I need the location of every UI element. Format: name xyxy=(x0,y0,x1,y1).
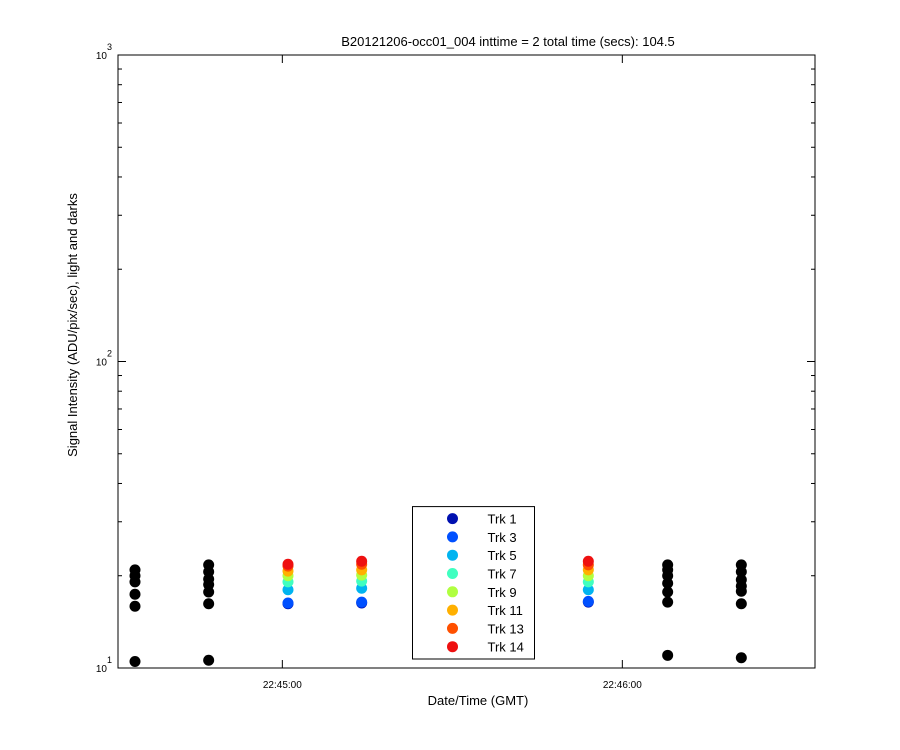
point xyxy=(129,656,141,668)
legend-label: Trk 13 xyxy=(488,621,524,636)
y-axis-label: Signal Intensity (ADU/pix/sec), light an… xyxy=(65,193,80,457)
point xyxy=(129,600,141,612)
legend-marker xyxy=(447,549,458,561)
legend-marker xyxy=(447,513,458,525)
point xyxy=(735,598,747,610)
point xyxy=(735,652,747,664)
point xyxy=(662,577,674,589)
point xyxy=(203,654,215,666)
y-tick-label: 103 xyxy=(96,42,112,62)
point xyxy=(356,596,368,608)
y-tick-base: 10 xyxy=(96,51,108,62)
point xyxy=(582,584,594,596)
y-tick-exp: 3 xyxy=(107,42,112,52)
legend-label: Trk 14 xyxy=(488,640,524,655)
x-tick-label: 22:46:00 xyxy=(603,680,642,691)
point xyxy=(203,598,215,610)
point xyxy=(282,584,294,596)
y-tick-label: 101 xyxy=(96,655,112,675)
y-tick-base: 10 xyxy=(96,664,108,675)
point xyxy=(282,597,294,609)
y-tick-exp: 2 xyxy=(107,349,112,359)
legend-marker xyxy=(447,622,458,634)
y-tick-label: 102 xyxy=(96,349,112,369)
point xyxy=(129,576,141,588)
point xyxy=(282,558,294,570)
x-axis-label: Date/Time (GMT) xyxy=(428,693,529,708)
point xyxy=(662,596,674,608)
y-tick-base: 10 xyxy=(96,358,108,369)
legend-label: Trk 9 xyxy=(488,585,517,600)
point xyxy=(129,588,141,600)
point xyxy=(662,586,674,598)
point xyxy=(356,555,368,567)
legend-marker xyxy=(447,531,458,543)
legend-label: Trk 5 xyxy=(488,548,517,563)
chart-title: B20121206-occ01_004 inttime = 2 total ti… xyxy=(341,34,675,49)
point xyxy=(735,585,747,597)
y-tick-exp: 1 xyxy=(107,655,112,665)
point xyxy=(662,649,674,661)
point xyxy=(582,595,594,607)
point xyxy=(582,555,594,567)
legend-box xyxy=(412,506,535,660)
legend-label: Trk 11 xyxy=(488,603,523,618)
x-tick-label: 22:45:00 xyxy=(263,680,302,691)
legend-marker xyxy=(447,641,458,653)
legend-marker xyxy=(447,568,458,579)
legend-label: Trk 1 xyxy=(488,512,517,527)
legend-marker xyxy=(447,604,458,616)
point xyxy=(203,586,215,598)
point xyxy=(662,570,674,582)
legend-label: Trk 7 xyxy=(488,567,517,582)
legend-marker xyxy=(447,586,458,598)
legend-label: Trk 3 xyxy=(488,530,517,545)
point xyxy=(735,566,747,578)
